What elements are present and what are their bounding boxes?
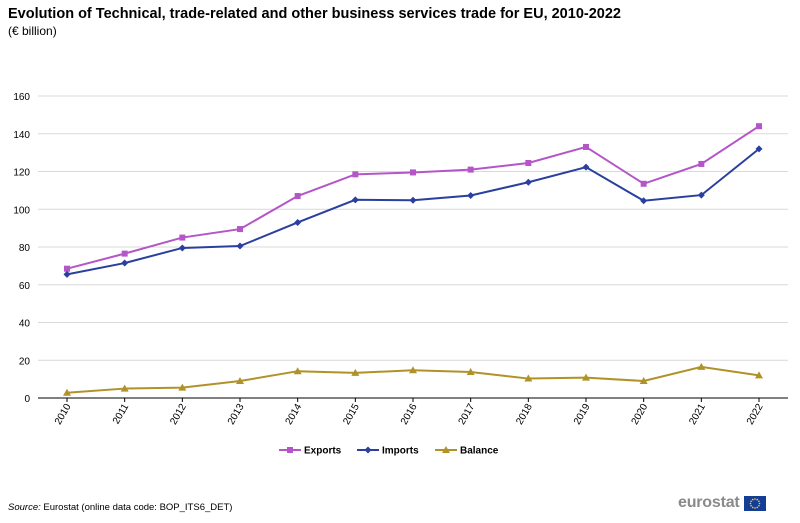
imports-point xyxy=(351,196,359,204)
exports-point xyxy=(237,226,243,233)
source-text: Eurostat (online data code: BOP_ITS6_DET… xyxy=(40,502,233,513)
balance-point xyxy=(236,377,244,385)
logo-text: eurostat xyxy=(678,494,740,511)
series-exports xyxy=(64,123,762,272)
eu-flag-icon xyxy=(743,495,766,511)
imports-line xyxy=(66,148,760,276)
legend-marker xyxy=(442,446,450,453)
x-tick-label: 2017 xyxy=(457,402,478,427)
legend-marker xyxy=(287,447,293,453)
balance-point xyxy=(582,373,590,381)
exports-point xyxy=(640,180,647,187)
balance-point xyxy=(120,384,129,392)
exports-point xyxy=(583,143,589,150)
exports-point xyxy=(467,166,474,173)
flag-star xyxy=(757,504,760,507)
exports-point xyxy=(352,171,359,178)
exports-point xyxy=(121,250,128,257)
y-tick-label: 40 xyxy=(19,319,31,330)
balance-point xyxy=(409,366,417,374)
y-tick-label: 100 xyxy=(13,205,30,216)
flag-star xyxy=(758,502,760,504)
flag-star xyxy=(749,502,751,504)
x-tick-label: 2016 xyxy=(399,402,420,427)
imports-point xyxy=(121,259,129,267)
flag-star xyxy=(749,499,752,502)
flag-star xyxy=(753,506,756,509)
balance-point xyxy=(466,367,475,375)
series-imports xyxy=(63,145,763,278)
flag-star xyxy=(755,506,758,508)
exports-point xyxy=(64,265,70,272)
imports-point xyxy=(467,191,475,199)
legend-label: Imports xyxy=(382,446,419,457)
imports-point xyxy=(640,197,648,205)
imports-point xyxy=(236,242,244,250)
exports-point xyxy=(756,123,762,130)
imports-point xyxy=(697,191,705,199)
balance-point xyxy=(63,388,71,396)
balance-point xyxy=(697,362,706,370)
legend-item-exports: Exports xyxy=(279,446,342,457)
y-tick-label: 80 xyxy=(19,243,31,254)
flag-star xyxy=(751,506,754,508)
y-tick-label: 0 xyxy=(24,394,30,405)
balance-point xyxy=(639,377,648,385)
imports-point xyxy=(63,270,71,278)
x-tick-label: 2022 xyxy=(745,402,766,427)
imports-point xyxy=(582,163,590,171)
legend-label: Balance xyxy=(460,446,499,457)
eurostat-logo: eurostat xyxy=(678,493,766,513)
x-tick-label: 2011 xyxy=(111,402,131,427)
line-chart: 0 20 40 60 80 100 120 140 160 2010 2011 2012 2013 201… xyxy=(13,92,788,457)
flag-star xyxy=(755,498,758,500)
imports-point xyxy=(755,145,763,153)
series-balance xyxy=(63,362,763,396)
flag-star xyxy=(753,497,756,500)
flag-star xyxy=(749,504,752,507)
y-tick-label: 60 xyxy=(19,281,31,292)
x-tick-label: 2010 xyxy=(53,402,74,427)
legend-marker xyxy=(364,446,372,454)
x-tick-label: 2015 xyxy=(341,402,362,427)
legend: Exports Imports Balance xyxy=(279,446,499,457)
imports-point xyxy=(178,244,186,252)
exports-point xyxy=(294,193,301,200)
balance-point xyxy=(178,383,187,391)
chart-subtitle: (€ billion) xyxy=(8,24,57,38)
exports-point xyxy=(179,234,186,241)
balance-point xyxy=(524,374,533,382)
legend-item-balance: Balance xyxy=(435,446,499,457)
x-tick-label: 2021 xyxy=(687,402,708,427)
imports-point xyxy=(294,218,302,226)
flag-star xyxy=(757,499,760,502)
exports-point xyxy=(698,160,705,167)
x-tick-label: 2018 xyxy=(514,402,535,427)
source-note: Source: Eurostat (online data code: BOP_… xyxy=(8,502,232,513)
y-tick-label: 160 xyxy=(13,92,30,103)
x-tick-label: 2020 xyxy=(630,402,651,427)
balance-point xyxy=(293,367,302,375)
source-label: Source: xyxy=(8,502,41,513)
x-tick-label: 2012 xyxy=(168,402,189,427)
series xyxy=(63,123,763,396)
axes: 0 20 40 60 80 100 120 140 160 2010 2011 2012 2013 201… xyxy=(13,92,788,427)
balance-point xyxy=(351,368,360,376)
y-tick-label: 140 xyxy=(13,130,30,141)
exports-point xyxy=(410,169,416,176)
gridlines xyxy=(38,95,788,361)
x-tick-label: 2013 xyxy=(226,402,247,427)
x-tick-label: 2019 xyxy=(572,402,593,427)
y-tick-label: 20 xyxy=(19,356,31,367)
flag-star xyxy=(751,498,754,500)
balance-point xyxy=(755,371,763,379)
legend-label: Exports xyxy=(304,446,342,457)
legend-item-imports: Imports xyxy=(357,446,419,457)
x-tick-label: 2014 xyxy=(284,402,305,427)
imports-point xyxy=(524,178,532,186)
y-tick-label: 120 xyxy=(13,168,30,179)
chart-title: Evolution of Technical, trade-related an… xyxy=(8,6,621,22)
exports-point xyxy=(525,160,532,167)
imports-point xyxy=(409,196,417,204)
